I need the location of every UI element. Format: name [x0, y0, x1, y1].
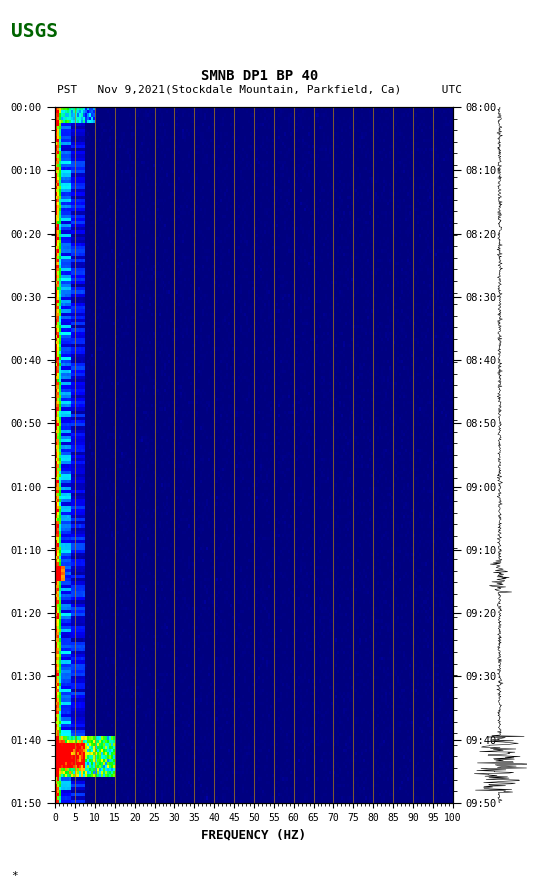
- Text: USGS: USGS: [11, 21, 58, 41]
- Text: *: *: [11, 871, 18, 880]
- Text: PST   Nov 9,2021(Stockdale Mountain, Parkfield, Ca)      UTC: PST Nov 9,2021(Stockdale Mountain, Parkf…: [57, 84, 462, 95]
- Text: SMNB DP1 BP 40: SMNB DP1 BP 40: [201, 69, 318, 83]
- X-axis label: FREQUENCY (HZ): FREQUENCY (HZ): [201, 828, 306, 841]
